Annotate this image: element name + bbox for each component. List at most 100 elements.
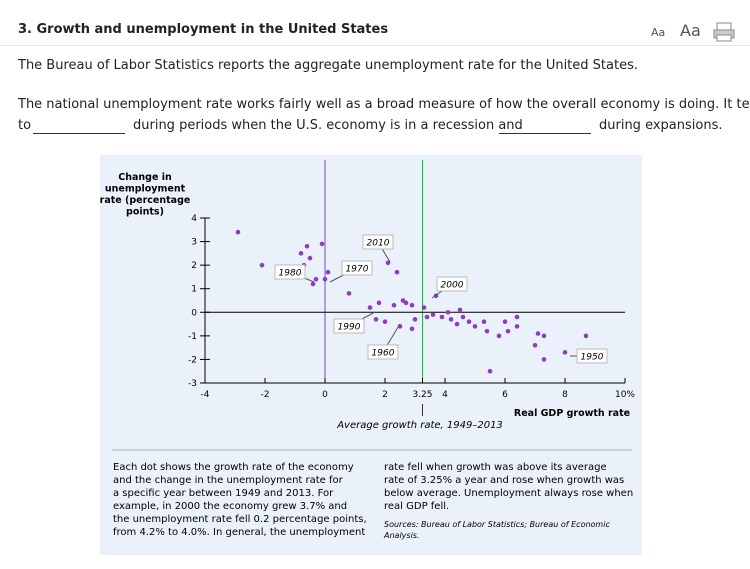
data-point <box>430 312 436 317</box>
annotation-label: 1960 <box>372 349 395 359</box>
data-point <box>319 241 325 247</box>
data-point <box>562 350 568 355</box>
annotation-label: 2000 <box>441 281 464 291</box>
data-point <box>310 281 316 287</box>
answer-blank[interactable] <box>499 133 591 134</box>
intro-text: The Bureau of Labor Statistics reports t… <box>18 58 638 73</box>
y-tick-label: 2 <box>191 261 197 271</box>
data-point <box>460 314 466 320</box>
divider <box>0 45 750 46</box>
caption-text: rate fell when growth was above its aver… <box>384 462 607 473</box>
caption-text: example, in 2000 the economy grew 3.7% a… <box>113 501 347 512</box>
data-point <box>514 314 520 320</box>
data-point <box>481 319 487 325</box>
annotation-box <box>362 234 394 250</box>
x-tick-label: 10% <box>615 390 635 400</box>
annotation-box <box>576 348 608 364</box>
data-point <box>391 302 397 308</box>
caption-text: from 4.2% to 4.0%. In general, the unemp… <box>113 527 365 538</box>
data-point <box>298 251 304 256</box>
data-point <box>448 317 454 322</box>
data-point <box>409 302 415 308</box>
question-text: to <box>18 118 32 133</box>
data-point <box>412 317 418 322</box>
data-point <box>496 333 502 339</box>
x-tick-label: -2 <box>261 390 270 400</box>
annotation-box <box>436 276 468 292</box>
annotation-label: 1980 <box>279 269 302 279</box>
data-point <box>382 319 388 325</box>
data-point <box>394 269 400 275</box>
data-point <box>409 326 415 332</box>
annotation-box <box>333 318 365 334</box>
data-point <box>325 269 331 275</box>
data-point <box>505 328 511 334</box>
data-point <box>235 229 241 235</box>
font-large-button[interactable]: Aa <box>680 21 701 40</box>
y-tick-label: 1 <box>191 285 197 295</box>
data-point <box>307 255 313 261</box>
data-point <box>454 321 460 327</box>
caption-text: a specific year between 1949 and 2013. F… <box>113 488 334 499</box>
x-tick-label: 8 <box>562 390 568 400</box>
print-icon[interactable] <box>713 22 735 42</box>
data-point <box>472 324 478 329</box>
title: 3. Growth and unemployment in the United… <box>18 22 389 37</box>
data-point <box>424 314 430 320</box>
data-point <box>403 300 409 306</box>
y-axis-label: unemployment <box>105 184 186 195</box>
reference-label: Average growth rate, 1949–2013 <box>336 420 503 431</box>
data-point <box>304 243 310 249</box>
annotation-label: 1970 <box>346 265 369 275</box>
data-point <box>385 260 391 266</box>
question-text: during periods when the U.S. economy is … <box>133 118 523 133</box>
data-point <box>373 317 379 322</box>
y-tick-label: -3 <box>188 379 197 389</box>
caption-text: the unemployment rate fell 0.2 percentag… <box>113 514 367 525</box>
caption-text: below average. Unemployment always rose … <box>384 488 633 499</box>
x-tick-label: 0 <box>322 390 328 400</box>
data-point <box>457 307 463 313</box>
annotation-box <box>367 344 399 360</box>
x-tick-label: 3.25 <box>412 390 432 400</box>
data-point <box>346 291 352 296</box>
caption-text: and the change in the unemployment rate … <box>113 475 344 486</box>
data-point <box>313 276 319 282</box>
data-point <box>466 319 472 325</box>
x-axis-label: Real GDP growth rate <box>514 408 630 419</box>
x-tick-label: 6 <box>502 390 508 400</box>
data-point <box>445 309 451 315</box>
data-point <box>439 314 445 320</box>
x-tick-label: -4 <box>201 390 210 400</box>
data-point <box>541 357 547 362</box>
annotation-label: 1990 <box>338 323 361 333</box>
annotation-label: 1950 <box>581 353 604 363</box>
answer-blank[interactable] <box>33 133 125 134</box>
font-small-button[interactable]: Aa <box>651 26 666 39</box>
question-text: The national unemployment rate works fai… <box>18 97 750 112</box>
data-point <box>541 333 547 339</box>
data-point <box>322 276 328 282</box>
y-tick-label: 3 <box>191 238 197 248</box>
data-point <box>367 305 373 310</box>
annotation-box <box>274 264 306 280</box>
sources-text: Sources: Bureau of Labor Statistics; Bur… <box>384 520 610 529</box>
y-axis-label: points) <box>126 207 164 218</box>
x-tick-label: 4 <box>442 390 448 400</box>
y-tick-label: 4 <box>191 214 197 224</box>
annotation-box <box>341 260 373 276</box>
data-point <box>514 324 520 329</box>
question-text: during expansions. <box>599 118 723 133</box>
y-axis-label: rate (percentage <box>100 195 191 206</box>
y-axis-label: Change in <box>118 172 172 183</box>
data-point <box>484 328 490 334</box>
data-point <box>259 262 265 268</box>
data-point <box>487 368 493 374</box>
x-tick-label: 2 <box>382 390 388 400</box>
data-point <box>583 333 589 339</box>
y-tick-label: 0 <box>191 308 197 318</box>
sources-text: Analysis. <box>383 531 420 540</box>
data-point <box>502 319 508 325</box>
